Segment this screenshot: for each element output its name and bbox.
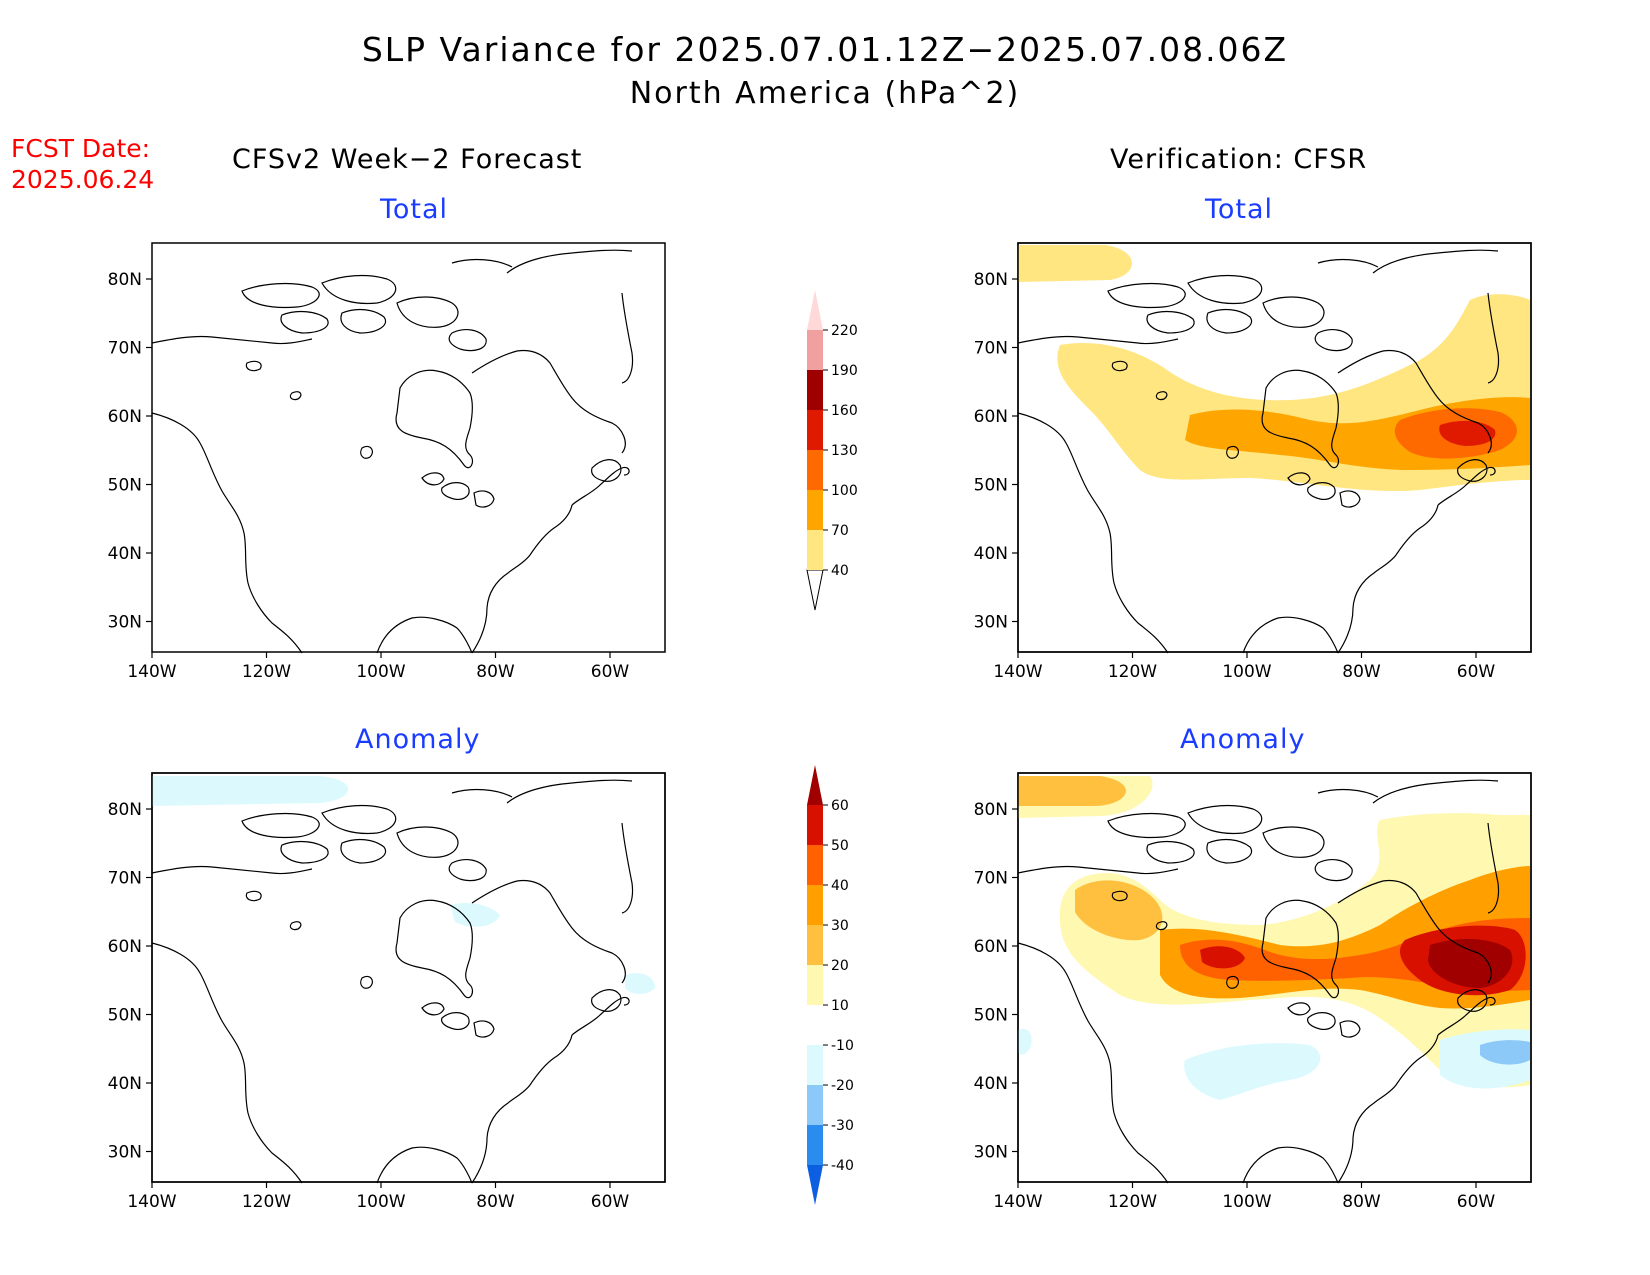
- anomaly-colorbar-label: 10: [831, 998, 849, 1014]
- lat-label-bottom-right: 50N: [974, 1006, 1008, 1026]
- total-colorbar-label: 130: [831, 443, 858, 459]
- lat-label-top-right: 80N: [974, 270, 1008, 290]
- lon-label-top-left: 60W: [591, 662, 630, 682]
- lat-label-top-left: 50N: [108, 476, 142, 496]
- lat-label-bottom-left: 60N: [108, 937, 142, 957]
- fcst-date-label: FCST Date:: [11, 134, 151, 163]
- lon-label-bottom-right: 60W: [1457, 1192, 1496, 1212]
- lon-label-bottom-right: 80W: [1342, 1192, 1381, 1212]
- lon-label-top-right: 80W: [1342, 662, 1381, 682]
- right-column-title: Verification: CFSR: [1110, 144, 1368, 175]
- lat-label-top-right: 50N: [974, 476, 1008, 496]
- lon-label-top-left: 140W: [127, 662, 176, 682]
- chart-title: SLP Variance for 2025.07.01.12Z−2025.07.…: [361, 30, 1289, 69]
- total-colorbar-label: 70: [831, 523, 849, 539]
- anomaly-colorbar-segment: [807, 1125, 823, 1165]
- anomaly-colorbar-lower-triangle: [807, 1165, 823, 1205]
- lat-label-bottom-right: 70N: [974, 869, 1008, 889]
- lat-label-bottom-left: 30N: [108, 1143, 142, 1163]
- lon-label-bottom-right: 100W: [1222, 1192, 1271, 1212]
- total-colorbar-label: 40: [831, 563, 849, 579]
- lat-label-bottom-right: 40N: [974, 1074, 1008, 1094]
- total-colorbar-label: 160: [831, 403, 858, 419]
- map-panel-bottom-left: [151, 772, 666, 1184]
- anomaly-colorbar-label: 30: [831, 918, 849, 934]
- lon-label-bottom-right: 120W: [1108, 1192, 1157, 1212]
- left-column-title: CFSv2 Week−2 Forecast: [232, 144, 583, 175]
- fcst-date-value: 2025.06.24: [11, 165, 155, 194]
- anomaly-colorbar-segment: [807, 885, 823, 925]
- anomaly-colorbar-label: 50: [831, 838, 849, 854]
- total-colorbar-segment: [807, 410, 823, 450]
- anomaly-colorbar-label: -40: [831, 1158, 854, 1174]
- lon-label-bottom-left: 140W: [127, 1192, 176, 1212]
- anomaly-colorbar-upper-triangle: [807, 765, 823, 805]
- total-colorbar-lower-triangle: [806, 569, 824, 611]
- anomaly-colorbar-segment: [807, 1085, 823, 1125]
- chart-subtitle: North America (hPa^2): [629, 76, 1021, 111]
- total-colorbar-segment: [807, 530, 823, 570]
- lat-label-bottom-right: 30N: [974, 1143, 1008, 1163]
- map-panel-bottom-right: [1017, 772, 1532, 1184]
- total-colorbar-label: 190: [831, 363, 858, 379]
- lon-label-top-right: 60W: [1457, 662, 1496, 682]
- lon-label-bottom-left: 100W: [356, 1192, 405, 1212]
- lat-label-top-left: 40N: [108, 544, 142, 564]
- anomaly-colorbar-segment: [807, 965, 823, 1005]
- lon-label-bottom-left: 60W: [591, 1192, 630, 1212]
- lat-label-top-left: 70N: [108, 339, 142, 359]
- panel-title-bottom-right: Anomaly: [1180, 724, 1306, 755]
- anomaly-colorbar-segment: [807, 805, 823, 845]
- total-colorbar-segment: [807, 490, 823, 530]
- anomaly-colorbar: -40 -30 -20 -10 10 20 30 40 50 60: [807, 765, 854, 1205]
- lon-label-bottom-right: 140W: [993, 1192, 1042, 1212]
- lat-label-bottom-left: 80N: [108, 800, 142, 820]
- lon-label-top-right: 140W: [993, 662, 1042, 682]
- anomaly-colorbar-label: 20: [831, 958, 849, 974]
- total-colorbar-segment: [807, 370, 823, 410]
- anomaly-colorbar-segment: [807, 1005, 823, 1045]
- lat-label-top-right: 70N: [974, 339, 1008, 359]
- lat-label-top-right: 60N: [974, 407, 1008, 427]
- anomaly-colorbar-label: -10: [831, 1038, 854, 1054]
- lon-label-top-right: 120W: [1108, 662, 1157, 682]
- lat-label-top-left: 80N: [108, 270, 142, 290]
- total-colorbar-label: 220: [831, 323, 858, 339]
- lat-label-bottom-left: 40N: [108, 1074, 142, 1094]
- anomaly-colorbar-segment: [807, 845, 823, 885]
- lat-label-bottom-left: 70N: [108, 869, 142, 889]
- anomaly-colorbar-label: -30: [831, 1118, 854, 1134]
- map-panel-top-right: [1017, 242, 1532, 654]
- panel-title-bottom-left: Anomaly: [355, 724, 481, 755]
- total-colorbar-upper-triangle: [807, 290, 823, 330]
- lat-label-top-left: 30N: [108, 613, 142, 633]
- anomaly-colorbar-label: -20: [831, 1078, 854, 1094]
- lat-label-bottom-right: 80N: [974, 800, 1008, 820]
- lat-label-top-right: 40N: [974, 544, 1008, 564]
- lon-label-top-left: 80W: [476, 662, 515, 682]
- anomaly-colorbar-label: 60: [831, 798, 849, 814]
- lat-label-bottom-right: 60N: [974, 937, 1008, 957]
- anomaly-colorbar-segment: [807, 1045, 823, 1085]
- total-colorbar-segment: [807, 330, 823, 370]
- panel-title-top-left: Total: [380, 194, 449, 225]
- anomaly-colorbar-label: 40: [831, 878, 849, 894]
- lon-label-bottom-left: 120W: [242, 1192, 291, 1212]
- lon-label-top-left: 120W: [242, 662, 291, 682]
- lon-label-top-left: 100W: [356, 662, 405, 682]
- total-colorbar: 40 70 100 130 160 190 220: [806, 290, 858, 611]
- total-colorbar-segment: [807, 450, 823, 490]
- lat-label-top-left: 60N: [108, 407, 142, 427]
- anomaly-colorbar-segment: [807, 925, 823, 965]
- map-panel-top-left: [151, 242, 666, 654]
- lat-label-top-right: 30N: [974, 613, 1008, 633]
- lat-label-bottom-left: 50N: [108, 1006, 142, 1026]
- total-colorbar-label: 100: [831, 483, 858, 499]
- lon-label-bottom-left: 80W: [476, 1192, 515, 1212]
- panel-title-top-right: Total: [1205, 194, 1274, 225]
- lon-label-top-right: 100W: [1222, 662, 1271, 682]
